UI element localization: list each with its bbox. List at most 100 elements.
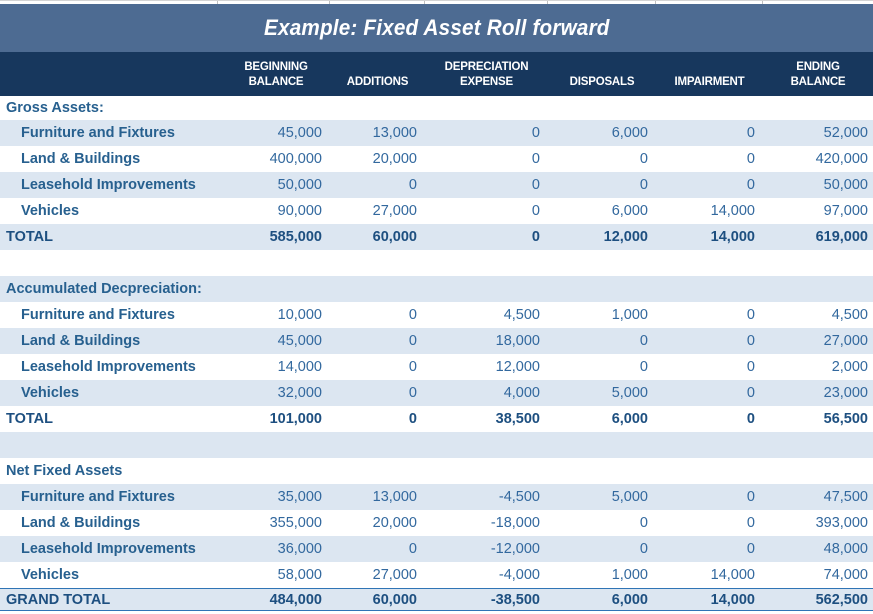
section-title[interactable]: Gross Assets: [6,100,104,116]
row-label[interactable]: Vehicles [21,567,80,583]
cell-beginning-balance[interactable]: 585,000 [269,229,322,245]
cell-depreciation-expense[interactable]: 0 [531,203,540,219]
cell-beginning-balance[interactable]: 36,000 [277,541,322,557]
cell-additions[interactable]: 0 [408,385,417,401]
cell-ending-balance[interactable]: 74,000 [823,567,868,583]
cell-depreciation-expense[interactable]: 12,000 [495,359,540,375]
row-label[interactable]: GRAND TOTAL [6,591,111,608]
cell-impairment[interactable]: 14,000 [710,229,755,245]
cell-additions[interactable]: 0 [408,359,417,375]
cell-impairment[interactable]: 14,000 [710,203,755,219]
cell-ending-balance[interactable]: 27,000 [823,333,868,349]
row-label[interactable]: Land & Buildings [21,515,141,531]
cell-beginning-balance[interactable]: 484,000 [269,591,322,608]
cell-beginning-balance[interactable]: 10,000 [277,307,322,323]
cell-ending-balance[interactable]: 47,500 [823,489,868,505]
cell-disposals[interactable]: 5,000 [611,385,648,401]
cell-ending-balance[interactable]: 52,000 [823,125,868,141]
cell-additions[interactable]: 27,000 [372,567,417,583]
cell-additions[interactable]: 0 [408,307,417,323]
cell-disposals[interactable]: 1,000 [611,567,648,583]
row-label[interactable]: Land & Buildings [21,333,141,349]
cell-depreciation-expense[interactable]: 0 [531,177,540,193]
cell-additions[interactable]: 27,000 [372,203,417,219]
cell-impairment[interactable]: 14,000 [710,591,755,608]
cell-beginning-balance[interactable]: 45,000 [277,125,322,141]
cell-beginning-balance[interactable]: 35,000 [277,489,322,505]
row-label[interactable]: Furniture and Fixtures [21,125,175,141]
cell-depreciation-expense[interactable]: -4,500 [498,489,540,505]
cell-additions[interactable]: 60,000 [372,229,417,245]
cell-depreciation-expense[interactable]: 38,500 [495,411,540,427]
cell-ending-balance[interactable]: 48,000 [823,541,868,557]
section-title[interactable]: Net Fixed Assets [6,463,123,479]
cell-depreciation-expense[interactable]: -4,000 [498,567,540,583]
row-label[interactable]: Vehicles [21,203,80,219]
row-label[interactable]: Leasehold Improvements [21,359,196,375]
cell-ending-balance[interactable]: 56,500 [823,411,868,427]
cell-disposals[interactable]: 1,000 [611,307,648,323]
cell-additions[interactable]: 60,000 [372,591,417,608]
cell-depreciation-expense[interactable]: 0 [531,125,540,141]
cell-impairment[interactable]: 0 [746,151,755,167]
cell-impairment[interactable]: 0 [746,125,755,141]
cell-ending-balance[interactable]: 393,000 [815,515,868,531]
cell-disposals[interactable]: 5,000 [611,489,648,505]
cell-disposals[interactable]: 12,000 [603,229,648,245]
cell-disposals[interactable]: 0 [639,151,648,167]
cell-impairment[interactable]: 0 [746,541,755,557]
cell-impairment[interactable]: 0 [746,411,755,427]
row-label[interactable]: Furniture and Fixtures [21,307,175,323]
cell-ending-balance[interactable]: 619,000 [815,229,868,245]
cell-beginning-balance[interactable]: 14,000 [277,359,322,375]
cell-ending-balance[interactable]: 50,000 [823,177,868,193]
cell-beginning-balance[interactable]: 45,000 [277,333,322,349]
row-label[interactable]: TOTAL [6,229,53,245]
cell-ending-balance[interactable]: 23,000 [823,385,868,401]
section-title[interactable]: Accumulated Decpreciation: [6,281,202,297]
cell-impairment[interactable]: 0 [746,177,755,193]
cell-additions[interactable]: 0 [408,411,417,427]
cell-ending-balance[interactable]: 2,000 [831,359,868,375]
cell-ending-balance[interactable]: 562,500 [815,591,868,608]
cell-additions[interactable]: 20,000 [372,515,417,531]
cell-impairment[interactable]: 0 [746,359,755,375]
cell-disposals[interactable]: 0 [639,359,648,375]
cell-beginning-balance[interactable]: 50,000 [277,177,322,193]
row-label[interactable]: Land & Buildings [21,151,141,167]
cell-additions[interactable]: 20,000 [372,151,417,167]
cell-disposals[interactable]: 0 [639,333,648,349]
cell-disposals[interactable]: 6,000 [611,125,648,141]
cell-additions[interactable]: 0 [408,177,417,193]
row-label[interactable]: Vehicles [21,385,80,401]
cell-beginning-balance[interactable]: 32,000 [277,385,322,401]
row-label[interactable]: Leasehold Improvements [21,177,196,193]
cell-ending-balance[interactable]: 97,000 [823,203,868,219]
cell-depreciation-expense[interactable]: -18,000 [490,515,540,531]
row-label[interactable]: Furniture and Fixtures [21,489,175,505]
cell-disposals[interactable]: 6,000 [611,203,648,219]
cell-beginning-balance[interactable]: 400,000 [269,151,322,167]
cell-impairment[interactable]: 14,000 [710,567,755,583]
cell-depreciation-expense[interactable]: 0 [531,229,540,245]
cell-additions[interactable]: 13,000 [372,489,417,505]
cell-depreciation-expense[interactable]: 4,500 [503,307,540,323]
cell-impairment[interactable]: 0 [746,333,755,349]
cell-depreciation-expense[interactable]: -38,500 [490,591,540,608]
cell-additions[interactable]: 13,000 [372,125,417,141]
cell-beginning-balance[interactable]: 355,000 [269,515,322,531]
cell-additions[interactable]: 0 [408,333,417,349]
cell-beginning-balance[interactable]: 58,000 [277,567,322,583]
cell-impairment[interactable]: 0 [746,307,755,323]
row-label[interactable]: Leasehold Improvements [21,541,196,557]
cell-depreciation-expense[interactable]: -12,000 [490,541,540,557]
cell-disposals[interactable]: 6,000 [611,411,648,427]
cell-impairment[interactable]: 0 [746,515,755,531]
cell-depreciation-expense[interactable]: 0 [531,151,540,167]
cell-disposals[interactable]: 0 [639,515,648,531]
cell-disposals[interactable]: 0 [639,541,648,557]
row-label[interactable]: TOTAL [6,411,53,427]
cell-depreciation-expense[interactable]: 4,000 [503,385,540,401]
cell-ending-balance[interactable]: 4,500 [831,307,868,323]
cell-additions[interactable]: 0 [408,541,417,557]
